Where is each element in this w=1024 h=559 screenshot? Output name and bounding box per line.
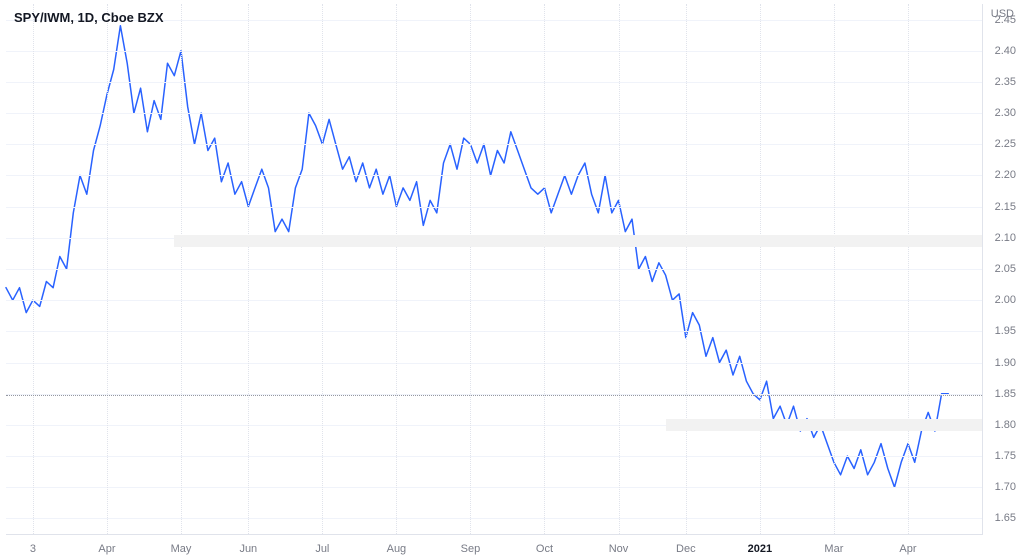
- x-tick-label: May: [171, 543, 192, 555]
- current-price-line: [6, 395, 982, 396]
- x-tick-label: Apr: [899, 543, 916, 555]
- gridline-v: [248, 4, 249, 534]
- x-tick-label: Oct: [536, 543, 553, 555]
- x-tick-label: Jul: [315, 543, 329, 555]
- gridline-h: [6, 82, 982, 83]
- y-tick-label: 2.45: [995, 14, 1016, 26]
- gridline-h: [6, 51, 982, 52]
- x-tick-label: Nov: [609, 543, 629, 555]
- gridline-h: [6, 175, 982, 176]
- y-tick-label: 2.40: [995, 45, 1016, 57]
- y-tick-label: 1.80: [995, 419, 1016, 431]
- plot-area[interactable]: [6, 4, 983, 535]
- gridline-h: [6, 269, 982, 270]
- y-tick-label: 2.05: [995, 263, 1016, 275]
- gridline-v: [834, 4, 835, 534]
- y-tick-label: 2.00: [995, 294, 1016, 306]
- gridline-v: [686, 4, 687, 534]
- x-tick-label: Jun: [239, 543, 257, 555]
- y-tick-label: 2.15: [995, 201, 1016, 213]
- y-tick-label: 1.70: [995, 481, 1016, 493]
- gridline-h: [6, 487, 982, 488]
- y-tick-label: 1.75: [995, 450, 1016, 462]
- x-tick-label: Mar: [824, 543, 843, 555]
- x-axis: 3 Apr May Jun Jul Aug Sep Oct Nov Dec 2021 Mar Apr: [6, 537, 982, 559]
- gridline-v: [908, 4, 909, 534]
- gridline-v: [33, 4, 34, 534]
- y-tick-label: 2.35: [995, 76, 1016, 88]
- y-tick-label: 1.85: [995, 388, 1016, 400]
- x-tick-label: Dec: [676, 543, 696, 555]
- y-tick-label: 2.10: [995, 232, 1016, 244]
- support-resistance-band: [174, 235, 982, 247]
- support-resistance-band: [666, 419, 982, 431]
- gridline-v: [544, 4, 545, 534]
- gridline-h: [6, 300, 982, 301]
- gridline-h: [6, 456, 982, 457]
- gridline-v: [760, 4, 761, 534]
- chart-container: SPY/IWM, 1D, Cboe BZX USD 1.651.701.751.…: [0, 0, 1024, 559]
- x-tick-label: 3: [30, 543, 36, 555]
- gridline-v: [619, 4, 620, 534]
- gridline-v: [322, 4, 323, 534]
- y-axis: USD 1.651.701.751.801.851.901.952.002.05…: [982, 4, 1024, 534]
- gridline-h: [6, 144, 982, 145]
- gridline-h: [6, 207, 982, 208]
- y-tick-label: 2.20: [995, 169, 1016, 181]
- gridline-h: [6, 113, 982, 114]
- chart-title: SPY/IWM, 1D, Cboe BZX: [14, 10, 164, 25]
- x-tick-label: Sep: [461, 543, 481, 555]
- gridline-h: [6, 518, 982, 519]
- gridline-v: [107, 4, 108, 534]
- x-tick-label: Apr: [98, 543, 115, 555]
- gridline-h: [6, 363, 982, 364]
- y-tick-label: 2.25: [995, 138, 1016, 150]
- gridline-h: [6, 331, 982, 332]
- y-tick-label: 2.30: [995, 107, 1016, 119]
- x-tick-label: 2021: [748, 543, 772, 555]
- y-tick-label: 1.95: [995, 325, 1016, 337]
- y-tick-label: 1.90: [995, 357, 1016, 369]
- gridline-v: [396, 4, 397, 534]
- gridline-v: [470, 4, 471, 534]
- gridline-v: [181, 4, 182, 534]
- y-tick-label: 1.65: [995, 512, 1016, 524]
- x-tick-label: Aug: [387, 543, 407, 555]
